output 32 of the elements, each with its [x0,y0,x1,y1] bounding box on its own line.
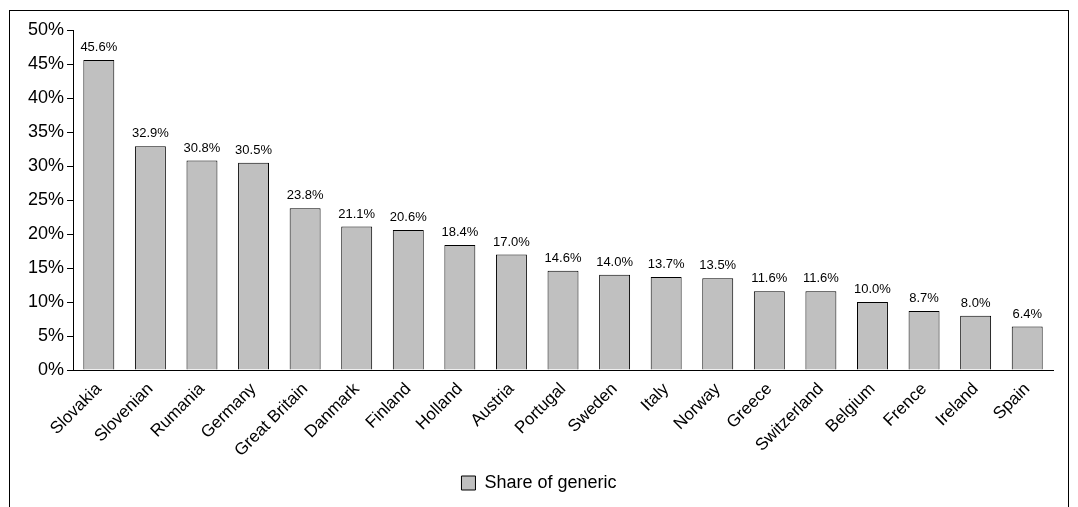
data-label: 14.0% [596,253,634,269]
y-tick-label: 0% [38,359,65,380]
legend-label: Share of generic [484,471,617,492]
data-label: 23.8% [286,187,324,203]
y-tick-label: 45% [28,52,65,73]
y-tick-label: 25% [28,189,65,210]
data-label: 8.7% [909,290,940,305]
y-tick-label: 35% [28,121,65,141]
y-tick-label: 30% [28,155,65,176]
data-label: 11.6% [802,270,840,286]
data-label: 21.1% [338,205,376,221]
data-label: 32.9% [131,125,170,141]
x-tick-label: Italy [636,378,673,415]
data-label: 13.5% [699,257,737,273]
data-label: 10.0% [854,281,892,297]
data-label: 17.0% [493,233,531,249]
data-label: 45.6% [80,39,118,55]
y-tick-label: 50% [28,18,65,39]
y-tick-label: 40% [28,86,65,107]
y-tick-label: 5% [38,325,65,346]
y-tick-label: 10% [28,291,65,312]
data-label: 30.8% [183,139,221,155]
data-label: 13.7% [647,255,686,271]
y-tick-label: 20% [28,223,65,244]
data-label: 30.5% [235,141,273,157]
data-label: 6.4% [1012,305,1043,321]
data-label: 18.4% [441,224,479,240]
data-label: 14.6% [544,249,582,265]
data-label: 20.6% [389,209,428,225]
data-label: 11.6% [751,270,788,286]
y-tick-label: 15% [28,257,65,278]
data-label: 8.0% [960,294,991,310]
